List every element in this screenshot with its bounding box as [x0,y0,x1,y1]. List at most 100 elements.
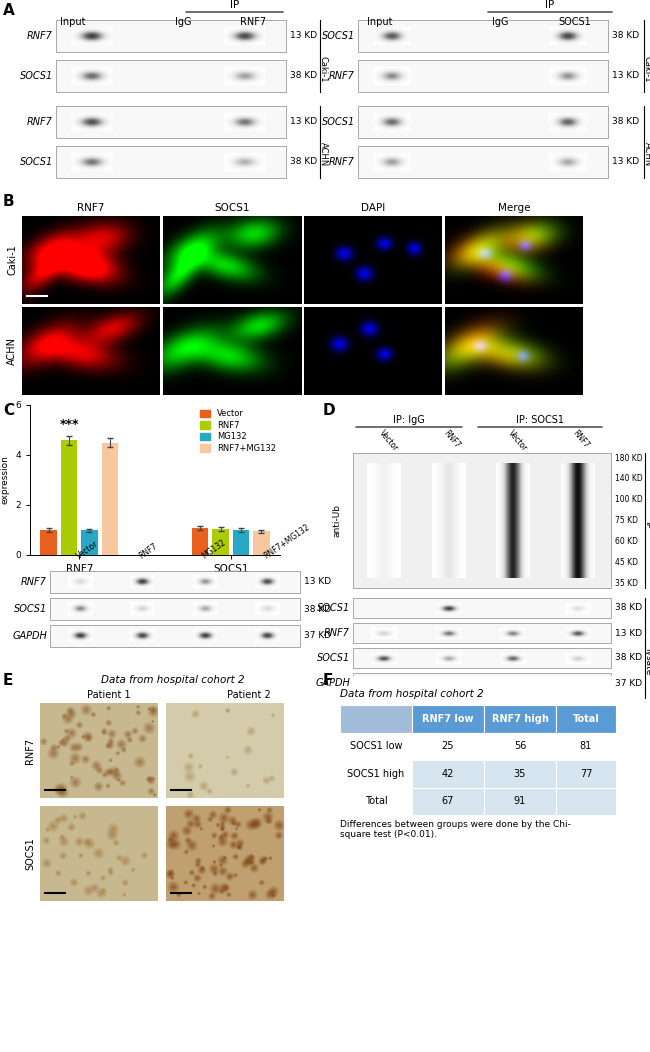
Text: 13 KD: 13 KD [290,118,317,126]
Text: 38 KD: 38 KD [615,653,642,663]
Text: C: C [3,403,14,418]
Text: D: D [323,403,335,418]
Text: DAPI: DAPI [361,203,385,213]
Bar [101,443,118,555]
Text: 38 KD: 38 KD [290,158,317,166]
Bar [340,788,412,815]
Text: 13 KD: 13 KD [290,32,317,40]
Text: E: E [3,673,14,688]
Text: 67: 67 [442,796,454,806]
Text: RNF7: RNF7 [571,429,591,450]
Text: Caki-1: Caki-1 [642,56,650,82]
Text: RNF7: RNF7 [27,117,53,127]
Text: SOCS1: SOCS1 [25,837,36,870]
Text: GAPDH: GAPDH [315,677,350,688]
Bar [192,527,209,555]
Bar [484,705,556,732]
Bar [56,146,286,178]
Text: IP: IP [644,521,650,528]
Text: lysate: lysate [644,648,650,675]
Text: ACHN: ACHN [7,337,17,365]
Text: SOCS1: SOCS1 [322,31,355,41]
Text: 38 KD: 38 KD [612,32,639,40]
Text: 60 KD: 60 KD [615,537,638,546]
Text: Vector: Vector [377,429,400,453]
Text: SOCS1: SOCS1 [558,17,592,27]
Text: 91: 91 [514,796,526,806]
Text: 13 KD: 13 KD [612,158,639,166]
Text: 13 KD: 13 KD [612,72,639,81]
Legend: Vector, RNF7, MG132, RNF7+MG132: Vector, RNF7, MG132, RNF7+MG132 [200,409,276,452]
Text: Caki-1: Caki-1 [7,245,17,276]
Bar [56,60,286,92]
Text: RNF7+MG132: RNF7+MG132 [263,523,311,561]
Bar [212,529,229,555]
Bar [556,788,616,815]
Text: 42: 42 [442,769,454,778]
Text: RNF7 low: RNF7 low [422,713,474,724]
Text: 13 KD: 13 KD [615,628,642,638]
Y-axis label: Relative mRNA
expression: Relative mRNA expression [0,446,10,513]
Text: GAPDH: GAPDH [12,631,47,641]
Text: SOCS1: SOCS1 [14,604,47,614]
Text: IgG: IgG [492,17,508,27]
Text: 45 KD: 45 KD [615,558,638,567]
Bar [412,732,484,760]
Bar [56,106,286,138]
Text: Total: Total [365,796,387,806]
Text: RNF7: RNF7 [27,31,53,41]
Text: ACHN: ACHN [642,142,650,166]
Bar [358,146,608,178]
Text: RNF7 high: RNF7 high [491,713,549,724]
Bar [412,788,484,815]
Text: 100 KD: 100 KD [615,495,643,504]
Bar [340,760,412,788]
Text: RNF7: RNF7 [329,70,355,81]
Bar [484,788,556,815]
Text: ACHN: ACHN [318,142,328,166]
Text: IP: IP [230,0,240,11]
Text: Data from hospital cohort 2: Data from hospital cohort 2 [340,689,484,699]
Text: RNF7: RNF7 [441,429,461,450]
Text: 38 KD: 38 KD [612,118,639,126]
Text: anti-Ub: anti-Ub [332,504,341,537]
Bar [50,625,300,647]
Text: Patient 1: Patient 1 [87,690,131,701]
Text: RNF7: RNF7 [137,542,159,561]
Text: 140 KD: 140 KD [615,474,643,483]
Text: MG132: MG132 [200,539,227,561]
Bar [50,571,300,593]
Bar [353,598,611,618]
Text: Caki-1: Caki-1 [318,56,328,82]
Text: Input: Input [367,17,393,27]
Bar [353,648,611,668]
Text: 25: 25 [442,742,454,751]
Text: SOCS1: SOCS1 [20,157,53,167]
Text: IP: IgG: IP: IgG [393,414,425,425]
Text: 77: 77 [580,769,592,778]
Text: RNF7: RNF7 [240,17,266,27]
Text: RNF7: RNF7 [329,157,355,167]
Bar [358,20,608,52]
Text: RNF7: RNF7 [21,576,47,587]
Text: IP: SOCS1: IP: SOCS1 [516,414,564,425]
Text: 35 KD: 35 KD [615,579,638,587]
Text: RNF7: RNF7 [324,628,350,638]
Text: RNF7: RNF7 [25,737,36,764]
Text: Vector: Vector [506,429,528,453]
Bar [556,732,616,760]
Text: ***: *** [59,418,79,431]
Text: 37 KD: 37 KD [615,679,642,688]
Text: Vector: Vector [75,540,100,561]
Bar [556,705,616,732]
Text: 180 KD: 180 KD [615,453,643,463]
Text: SOCS1 low: SOCS1 low [350,742,402,751]
Text: IP: IP [545,0,554,11]
Text: 35: 35 [514,769,526,778]
Text: 75 KD: 75 KD [615,515,638,525]
Text: IgG: IgG [175,17,191,27]
Text: A: A [3,3,15,18]
Text: Input: Input [60,17,86,27]
Bar [253,531,270,555]
Text: Patient 2: Patient 2 [227,690,270,701]
